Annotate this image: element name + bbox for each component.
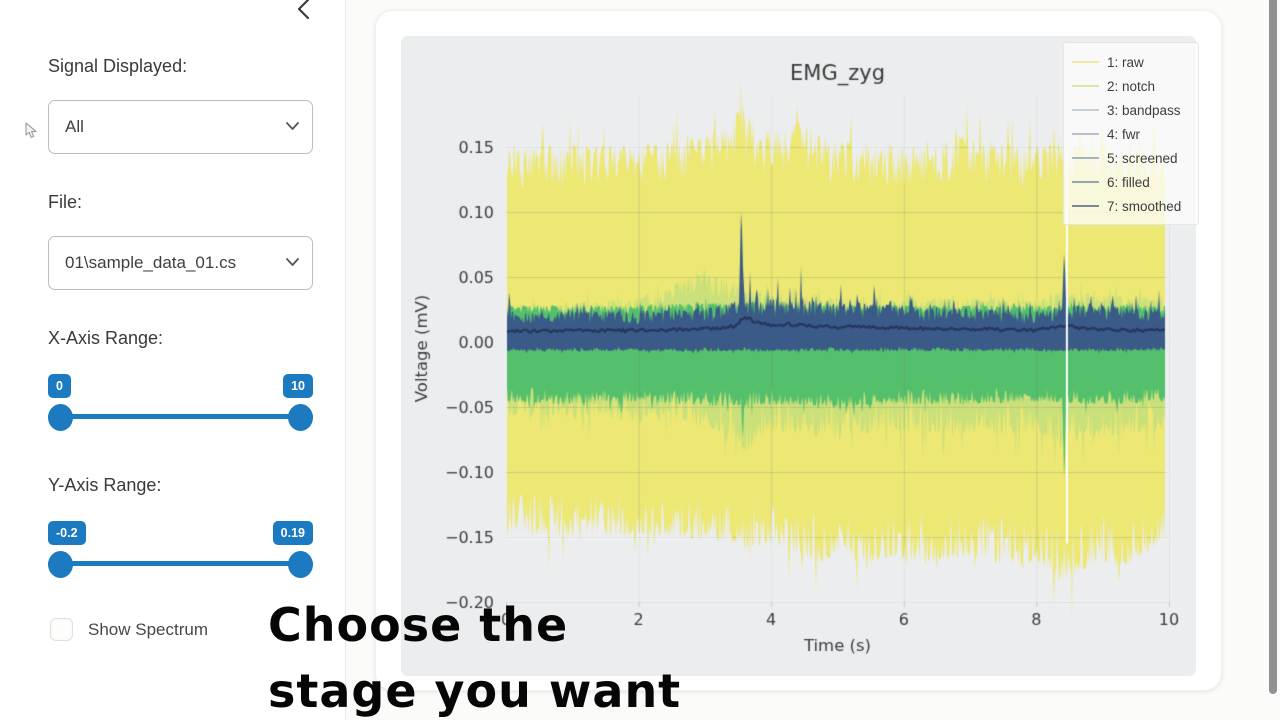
caption-overlay: Choose the stage you want [268, 592, 681, 720]
chart-legend: 1: raw 2: notch 3: bandpass 4: fwr 5: screen… [1063, 42, 1199, 225]
sidebar-collapse-button[interactable] [292, 0, 316, 23]
legend-label: 2: notch [1107, 78, 1156, 94]
legend-entry: 5: screened [1072, 146, 1190, 170]
show-spectrum-checkbox[interactable] [50, 618, 73, 641]
legend-entry: 3: bandpass [1072, 98, 1190, 122]
chevron-left-icon [297, 0, 310, 20]
x-range-track[interactable] [48, 414, 313, 419]
legend-swatch [1072, 60, 1099, 64]
file-select[interactable]: 01\sample_data_01.cs [48, 236, 313, 290]
caption-line-2: stage you want [268, 664, 682, 718]
legend-label: 1: raw [1107, 54, 1144, 70]
legend-label: 3: bandpass [1107, 102, 1181, 118]
mouse-cursor-icon [24, 122, 40, 145]
legend-entry: 6: filled [1072, 170, 1190, 194]
main-content: 1: raw 2: notch 3: bandpass 4: fwr 5: screen… [346, 0, 1280, 720]
chart-card: 1: raw 2: notch 3: bandpass 4: fwr 5: screen… [375, 10, 1222, 691]
legend-entry: 1: raw [1072, 50, 1190, 74]
y-range-track[interactable] [48, 561, 313, 566]
legend-swatch [1072, 180, 1099, 184]
signal-displayed-value: All [65, 117, 84, 136]
legend-label: 7: smoothed [1107, 198, 1182, 214]
x-range-min-badge: 0 [48, 374, 71, 399]
file-label: File: [48, 192, 83, 212]
legend-label: 5: screened [1107, 150, 1178, 166]
signal-displayed-label: Signal Displayed: [48, 56, 188, 76]
x-range-handle-max[interactable] [288, 404, 313, 431]
x-axis-range-label: X-Axis Range: [48, 328, 164, 348]
y-axis-range-slider[interactable]: -0.2 0.19 [48, 521, 313, 591]
y-range-max-badge: 0.19 [272, 521, 313, 546]
y-axis-range-label: Y-Axis Range: [48, 475, 162, 495]
y-range-handle-max[interactable] [288, 551, 313, 578]
chevron-down-icon [286, 258, 299, 266]
legend-entry: 4: fwr [1072, 122, 1190, 146]
show-spectrum-row: Show Spectrum [50, 618, 208, 641]
legend-swatch [1072, 84, 1099, 88]
legend-entry: 2: notch [1072, 74, 1190, 98]
show-spectrum-label: Show Spectrum [88, 619, 208, 639]
chevron-down-icon [286, 122, 299, 130]
y-range-handle-min[interactable] [48, 551, 73, 578]
x-range-max-badge: 10 [283, 374, 313, 399]
y-range-min-badge: -0.2 [48, 521, 86, 546]
signal-displayed-select[interactable]: All [48, 100, 313, 154]
vertical-scrollbar-thumb[interactable] [1269, 0, 1277, 694]
x-axis-range-slider[interactable]: 0 10 [48, 374, 313, 444]
legend-swatch [1072, 108, 1099, 112]
legend-label: 6: filled [1107, 174, 1150, 190]
file-select-value: 01\sample_data_01.cs [65, 253, 237, 272]
legend-label: 4: fwr [1107, 126, 1141, 142]
legend-swatch [1072, 204, 1099, 208]
sidebar: Signal Displayed: All File: 01\sample_da… [0, 0, 346, 720]
legend-swatch [1072, 156, 1099, 160]
legend-swatch [1072, 132, 1099, 136]
x-range-handle-min[interactable] [48, 404, 73, 431]
legend-entry: 7: smoothed [1072, 194, 1190, 218]
caption-line-1: Choose the [268, 598, 569, 652]
